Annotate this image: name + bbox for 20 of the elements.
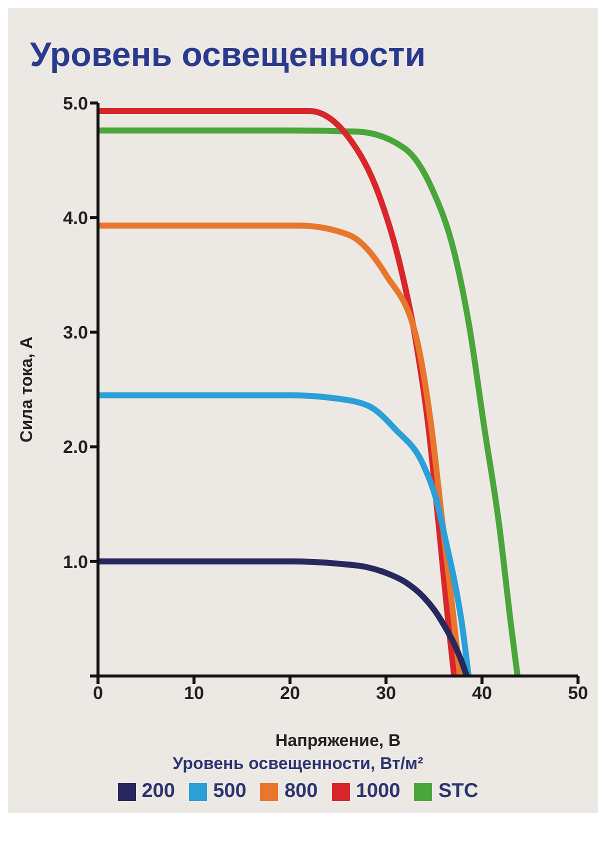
legend-label: STC — [438, 780, 478, 803]
legend-label: 500 — [213, 780, 246, 803]
x-tick-label: 30 — [376, 682, 396, 703]
x-axis-title: Напряжение, В — [275, 731, 401, 750]
y-axis-title: Сила тока, А — [17, 336, 36, 442]
legend-label: 800 — [284, 780, 318, 803]
chart-title: Уровень освещенности — [29, 35, 427, 76]
legend-title: Уровень освещенности, Вт/м² — [172, 754, 424, 774]
y-tick-label: 5.0 — [62, 93, 88, 114]
x-tick-label: 0 — [92, 682, 104, 703]
y-tick-label: 1.0 — [62, 552, 88, 572]
y-tick-label: 2.0 — [62, 437, 88, 458]
legend-label: 1000 — [356, 780, 400, 803]
y-tick-label: 4.0 — [62, 208, 88, 228]
y-tick-label: 3.0 — [62, 322, 88, 343]
x-tick-label: 50 — [568, 682, 588, 703]
x-tick-label: 10 — [184, 682, 204, 703]
legend-label: 200 — [142, 780, 176, 803]
x-tick-label: 40 — [472, 682, 492, 703]
x-tick-label: 20 — [280, 682, 300, 703]
